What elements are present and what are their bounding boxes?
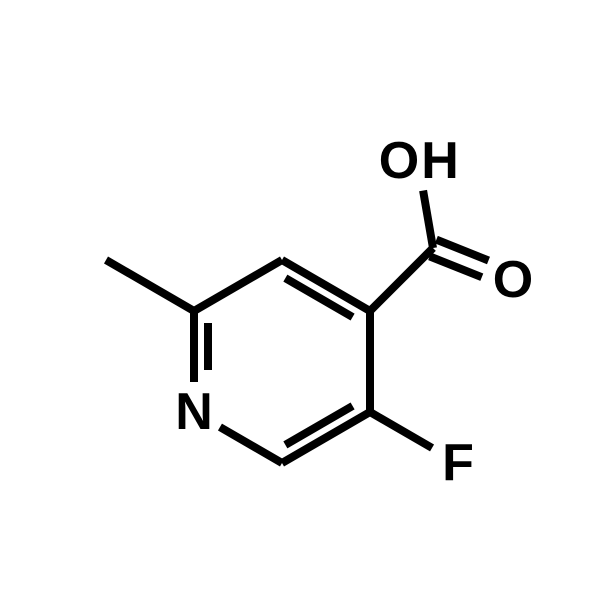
atom-label-o_dbl: O bbox=[493, 251, 533, 309]
bond bbox=[370, 412, 432, 448]
bond bbox=[370, 248, 433, 311]
atom-label-f: F bbox=[442, 434, 474, 492]
bond bbox=[106, 260, 194, 311]
atom-label-oh_h: H bbox=[421, 132, 459, 190]
bond bbox=[436, 240, 488, 261]
molecule-diagram: NFOOH bbox=[0, 0, 600, 600]
atom-label-n1: N bbox=[175, 383, 213, 441]
bond bbox=[430, 256, 482, 277]
atom-label-oh_o: O bbox=[379, 132, 419, 190]
bond bbox=[194, 260, 282, 311]
bond bbox=[220, 427, 282, 463]
bond bbox=[423, 191, 433, 248]
